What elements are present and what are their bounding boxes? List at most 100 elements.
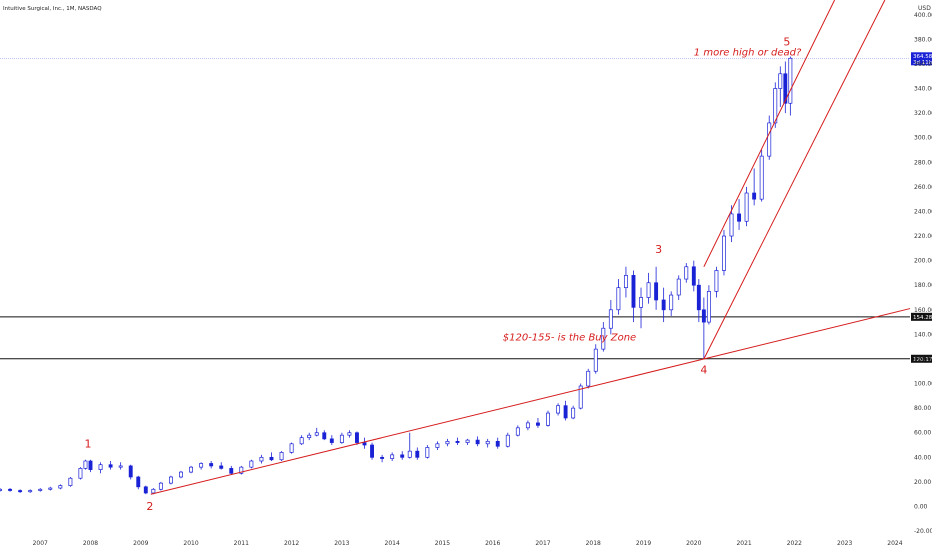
candle-body bbox=[773, 88, 778, 124]
candle-body bbox=[737, 213, 742, 222]
x-tick-label: 2021 bbox=[736, 540, 751, 547]
candle-body bbox=[400, 454, 405, 458]
y-tick-label: 220.00 bbox=[914, 233, 932, 240]
y-axis: -20.00 0.00 20.00 40.00 60.00 80.00 100.00 120.… bbox=[914, 12, 932, 535]
candle-body bbox=[269, 456, 274, 461]
x-tick-label: 2007 bbox=[33, 540, 48, 547]
y-tick-label: 240.00 bbox=[914, 208, 932, 215]
wave-label: 1 bbox=[84, 437, 91, 450]
y-tick-label: 400.00 bbox=[914, 12, 932, 19]
y-tick-label: 360.00 bbox=[914, 61, 932, 68]
candle-body bbox=[701, 309, 706, 323]
y-tick-label: 0.00 bbox=[914, 503, 928, 510]
candle-body bbox=[415, 450, 420, 458]
candle-body bbox=[390, 454, 395, 459]
y-tick-label: 180.00 bbox=[914, 282, 932, 289]
candle-body bbox=[83, 460, 88, 469]
candle-body bbox=[151, 488, 156, 494]
x-tick-label: 2015 bbox=[435, 540, 450, 547]
y-tick-label: 40.00 bbox=[914, 454, 931, 461]
y-tick-label: 320.00 bbox=[914, 110, 932, 117]
candle-body bbox=[279, 452, 284, 461]
candle-body bbox=[209, 463, 214, 467]
trendline-layer bbox=[150, 0, 911, 495]
annotation-layer: 1 2 3 4 51 more high or dead? $120-155- is th… bbox=[84, 35, 802, 513]
chart-title: Intuitive Surgical, Inc., 1M, NASDAQ bbox=[3, 6, 102, 12]
level-tag-label: 120.17 bbox=[913, 357, 932, 363]
candle-body bbox=[744, 192, 749, 222]
candle-body bbox=[314, 432, 319, 436]
candle-body bbox=[505, 434, 510, 447]
y-tick-label: 280.00 bbox=[914, 159, 932, 166]
candle-body bbox=[78, 468, 83, 479]
wave-label: 4 bbox=[700, 364, 707, 377]
candle-body bbox=[355, 432, 359, 443]
candle-body bbox=[28, 490, 33, 493]
candle-body bbox=[586, 370, 591, 387]
candle-body bbox=[128, 465, 133, 478]
x-tick-label: 2011 bbox=[234, 540, 249, 547]
x-tick-label: 2019 bbox=[636, 540, 651, 547]
trendline-lower-support bbox=[150, 308, 911, 495]
candle-body bbox=[475, 439, 480, 445]
candle-body bbox=[706, 291, 711, 323]
wave-label: 3 bbox=[655, 243, 662, 256]
y-tick-label: 100.00 bbox=[914, 381, 932, 388]
y-tick-label: 160.00 bbox=[914, 307, 932, 314]
candle-body bbox=[18, 490, 23, 493]
x-tick-label: 2017 bbox=[535, 540, 550, 547]
candle-body bbox=[676, 278, 681, 296]
current-price-tag bbox=[911, 52, 932, 66]
candle-body bbox=[684, 266, 689, 280]
candle-body bbox=[199, 463, 204, 468]
candle-body bbox=[563, 405, 568, 419]
trendline-channel-lower bbox=[703, 0, 886, 360]
candle-body bbox=[767, 122, 772, 157]
candle-body bbox=[778, 73, 783, 89]
x-axis: 2007 2008 2009 2010 2011 2012 2013 2014 2015 2016… bbox=[33, 540, 903, 547]
currency-label: USD bbox=[918, 5, 931, 12]
y-tick-label: 60.00 bbox=[914, 430, 931, 437]
current-price-label: 364.58 bbox=[913, 54, 932, 60]
x-tick-label: 2014 bbox=[385, 540, 400, 547]
level-tag bbox=[911, 354, 932, 363]
candle-body bbox=[515, 427, 520, 436]
candle-body bbox=[639, 297, 643, 308]
candle-body bbox=[759, 155, 764, 200]
x-tick-label: 2013 bbox=[334, 540, 349, 547]
candle-body bbox=[525, 422, 530, 429]
candle-body bbox=[88, 460, 93, 470]
candle-body bbox=[593, 348, 598, 372]
x-tick-label: 2023 bbox=[837, 540, 852, 547]
candle-body bbox=[654, 282, 659, 301]
candle-body bbox=[696, 284, 701, 311]
x-tick-label: 2024 bbox=[887, 540, 902, 547]
candle-body bbox=[307, 434, 312, 439]
level-tag-label: 154.28 bbox=[913, 315, 932, 321]
current-price-countdown: 3d 11h bbox=[913, 60, 932, 66]
candle-body bbox=[536, 422, 540, 426]
candle-body bbox=[347, 432, 352, 436]
candle-body bbox=[752, 192, 757, 200]
y-tick-label: 200.00 bbox=[914, 258, 932, 265]
candle-body bbox=[239, 466, 244, 474]
candle-body bbox=[465, 439, 470, 443]
candle-body bbox=[370, 444, 374, 458]
annotation-note: 1 more high or dead? bbox=[694, 47, 802, 58]
y-tick-label: 380.00 bbox=[914, 36, 932, 43]
annotation-note: $120-155- is the Buy Zone bbox=[503, 333, 636, 344]
x-tick-label: 2022 bbox=[787, 540, 802, 547]
candle-body bbox=[445, 440, 450, 445]
candle-body bbox=[143, 486, 148, 494]
candle-body bbox=[546, 412, 550, 426]
y-tick-label: 340.00 bbox=[914, 86, 932, 93]
candlestick-series bbox=[0, 56, 793, 495]
candle-body bbox=[783, 73, 788, 104]
x-tick-label: 2018 bbox=[586, 540, 601, 547]
candle-body bbox=[136, 476, 141, 488]
y-tick-label: 300.00 bbox=[914, 135, 932, 142]
candle-body bbox=[661, 299, 666, 311]
candle-body bbox=[362, 442, 367, 446]
candle-body bbox=[714, 270, 719, 292]
